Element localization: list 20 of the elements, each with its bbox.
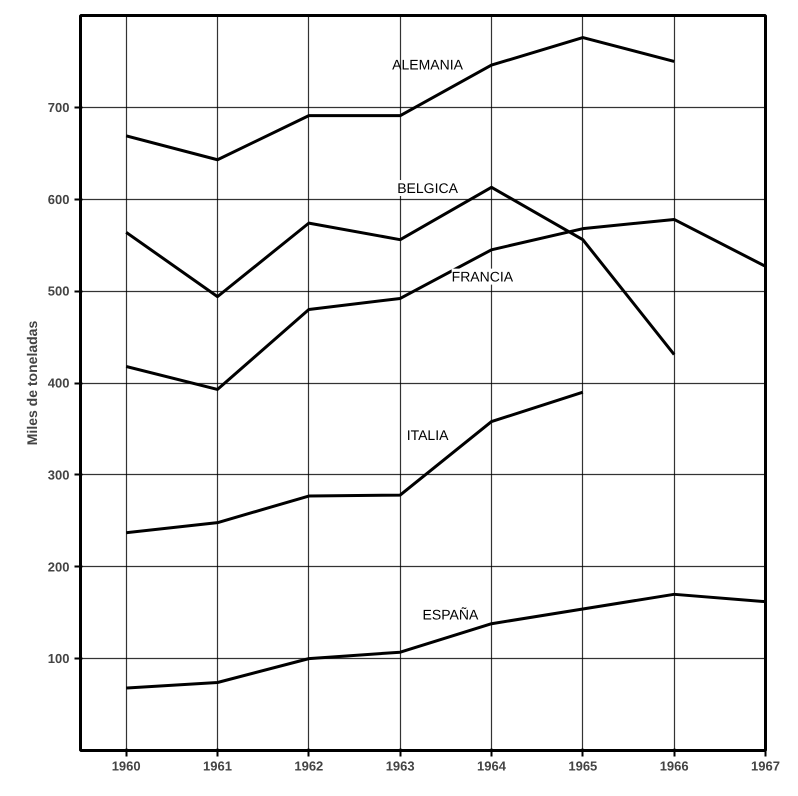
x-tick-label: 1965 <box>568 758 598 774</box>
x-tick-label: 1962 <box>294 758 324 774</box>
y-axis-title: Miles de toneladas <box>24 320 40 446</box>
x-tick-label: 1964 <box>477 758 507 774</box>
x-tick-label: 1967 <box>751 758 780 774</box>
y-tick-label: 600 <box>48 192 70 207</box>
series-label: ESPAÑA <box>422 606 479 623</box>
x-tick-label: 1960 <box>112 758 141 774</box>
y-tick-label: 700 <box>48 100 70 115</box>
series-label: FRANCIA <box>452 268 514 285</box>
y-tick-label: 100 <box>48 651 70 666</box>
y-tick-label: 300 <box>48 467 70 482</box>
y-tick-label: 500 <box>48 284 70 299</box>
x-tick-label: 1961 <box>203 758 232 774</box>
y-tick-label: 200 <box>48 559 70 574</box>
y-tick-label: 400 <box>48 376 70 390</box>
x-tick-label: 1966 <box>660 758 689 774</box>
series-label: BELGICA <box>397 180 459 196</box>
x-tick-label: 1963 <box>386 758 415 774</box>
series-label: ITALIA <box>406 427 450 444</box>
